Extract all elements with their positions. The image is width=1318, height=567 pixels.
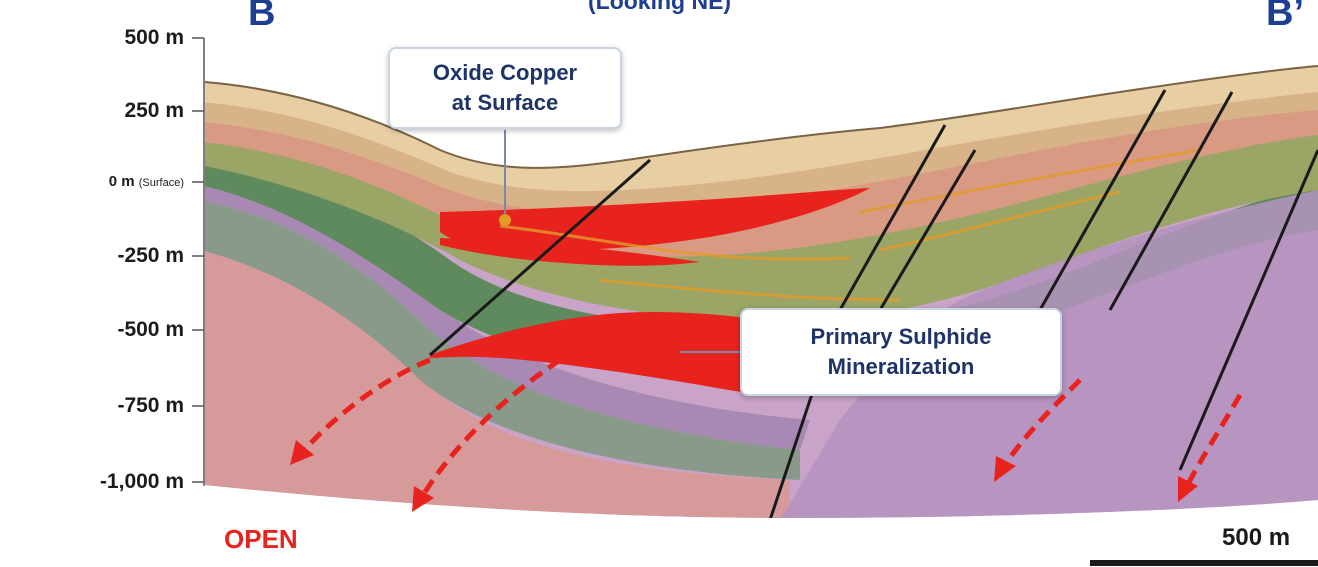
scale-bar-label: 500 m [1222,524,1291,551]
depth-label-250: 250 m [124,99,184,122]
open-arrow-4 [1182,393,1243,492]
depth-label-500: 500 m [124,26,184,49]
oxide-copper-callout: Oxide Copper at Surface [388,47,622,129]
open-arrows [298,357,1243,502]
open-arrow-2 [417,357,562,502]
oxide-callout-line2: at Surface [451,89,559,115]
oxide-pointer-dot [499,214,511,226]
fault-4 [1038,89,1167,311]
gray-green-unit [205,200,800,480]
arrowhead-4 [1178,476,1198,502]
open-arrowheads [290,440,1198,512]
depth-label-neg250: -250 m [117,244,184,267]
open-label: OPEN [224,524,298,554]
scale-bar-line [1090,560,1318,566]
fault-1 [429,158,651,357]
depth-label-neg500: -500 m [117,318,184,341]
section-marker-left: B [248,0,276,34]
strata-group [205,66,1318,518]
arrowhead-1 [290,440,314,465]
sulphide-callout-line1: Primary Sulphide [810,324,992,349]
lower-ore-body [430,312,810,396]
scale-bar [1090,560,1318,566]
depth-axis [192,37,205,486]
depth-label-0-main: 0 m [108,173,135,190]
upper-ore-body [440,188,870,250]
depth-label-neg1000: -1,000 m [99,470,184,493]
sulphide-callout-line2: Mineralization [827,353,975,379]
view-direction-label: (Looking NE) [588,0,732,14]
arrowhead-2 [412,486,434,512]
arrowhead-3 [994,456,1016,482]
upper-ore-lens [440,238,700,266]
open-arrow-1 [298,357,431,457]
depth-label-neg750: -750 m [117,394,184,417]
fault-6 [1178,149,1318,471]
surface-profile [204,65,1318,169]
olive-unit [205,130,1318,322]
fault-3 [878,149,977,311]
section-marker-right: B’ [1266,0,1304,34]
orange-streaks [499,148,1201,302]
depth-label-surface: (Surface) [138,177,184,189]
deep-pink-unit [205,250,790,518]
fault-5 [1108,91,1234,311]
tan-unit [205,90,1318,214]
primary-sulphide-callout: Primary Sulphide Mineralization [740,308,1062,396]
fault-lines [429,89,1318,518]
oxide-callout-line1: Oxide Copper [432,60,578,85]
depth-label-0: 0 m (Surface) [109,173,184,190]
open-arrow-3 [999,378,1082,472]
green-unit [205,155,1318,381]
